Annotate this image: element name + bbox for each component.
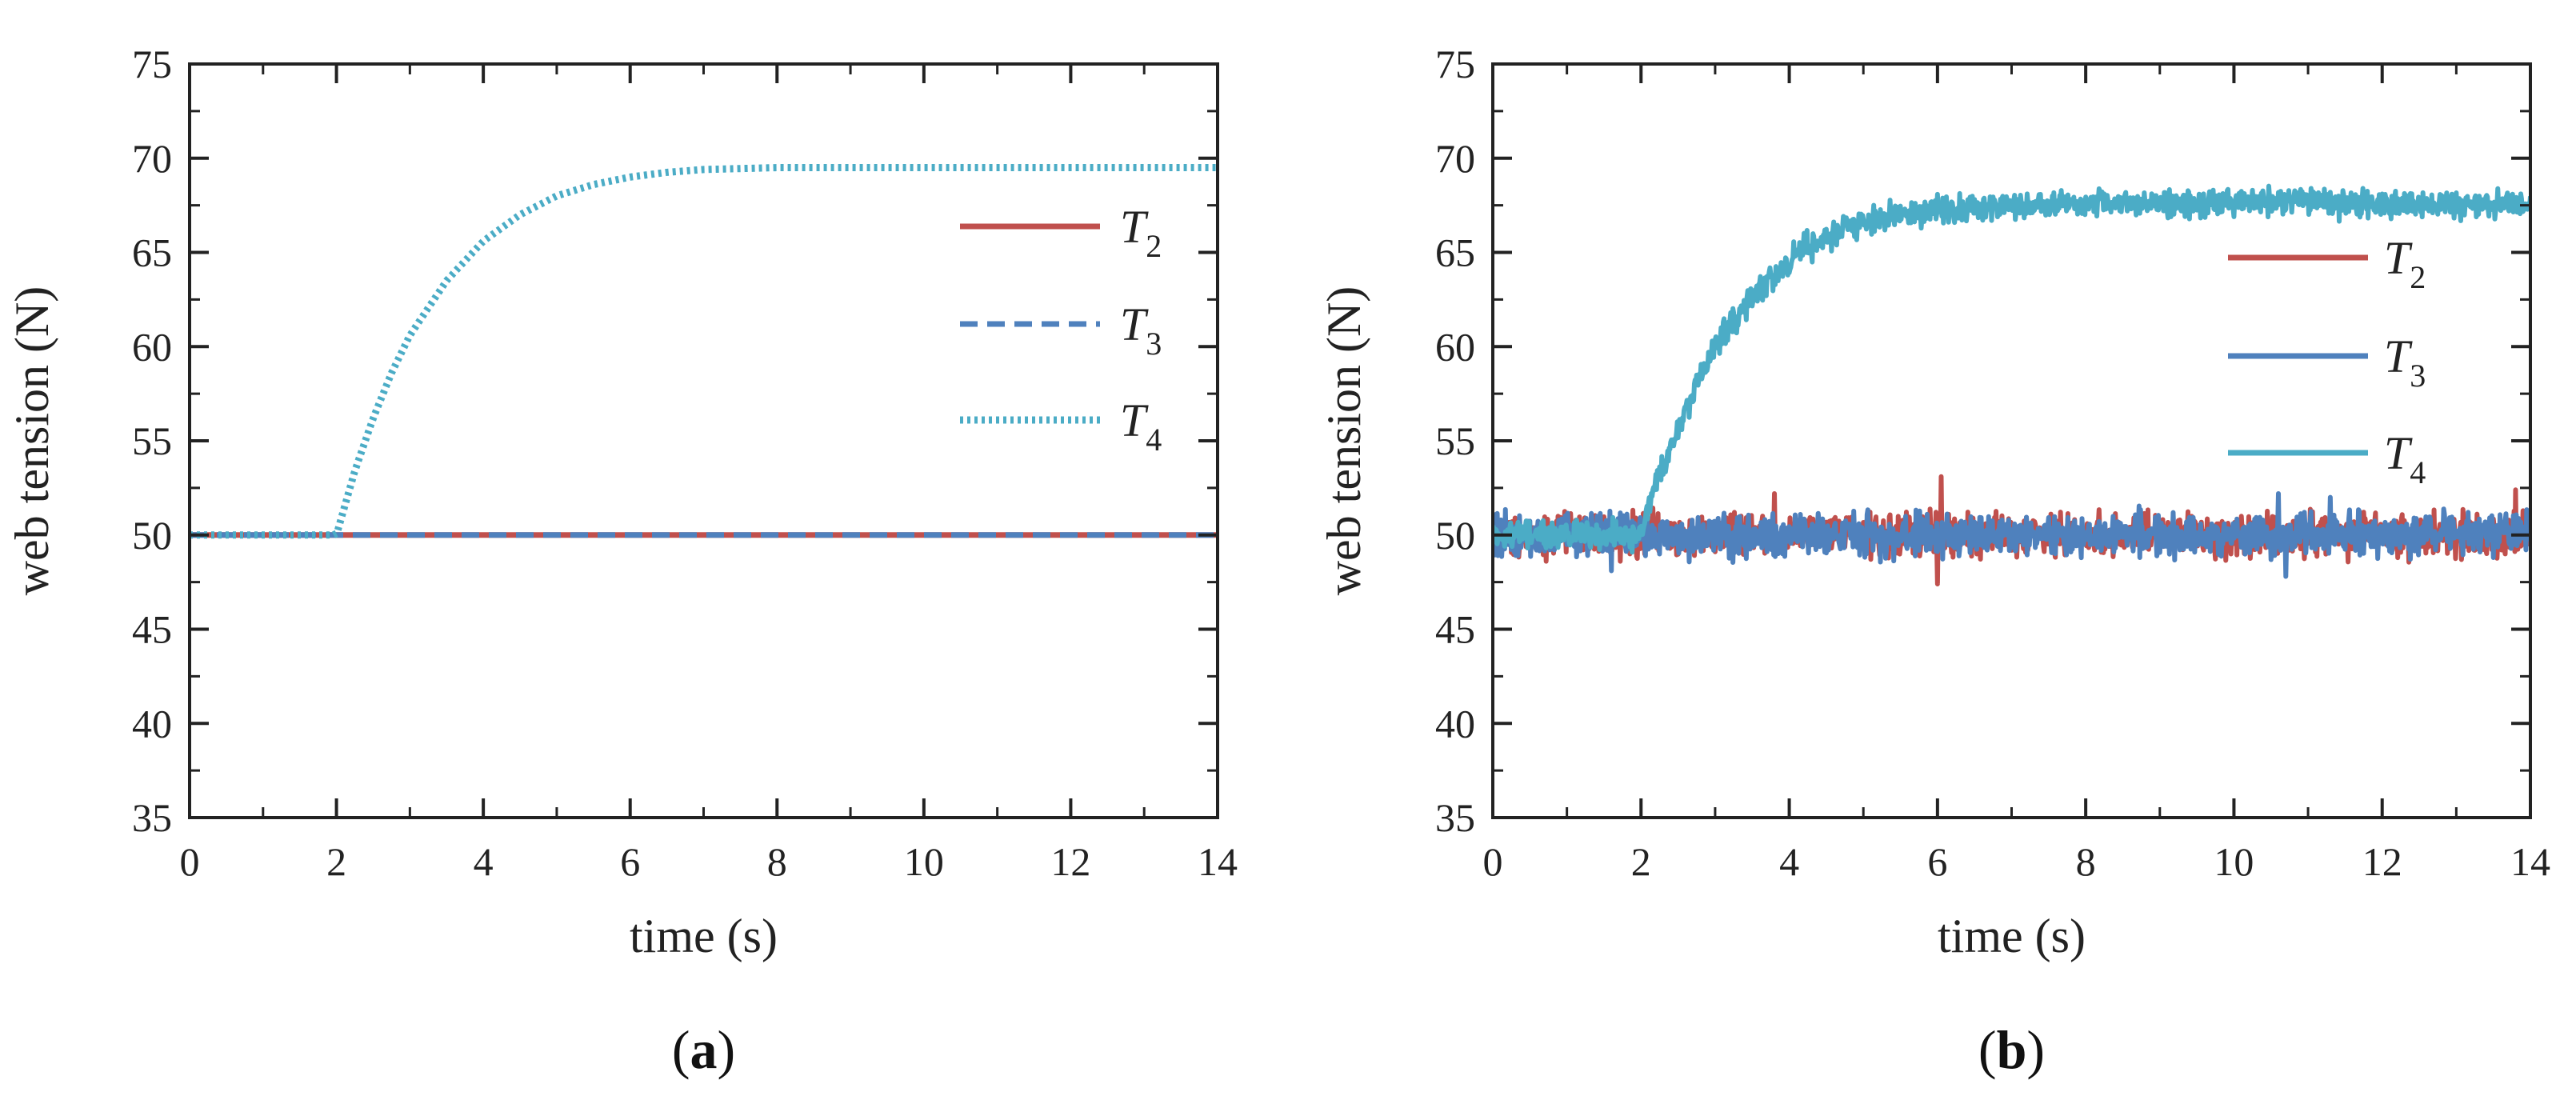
y-tick-label: 50 (1435, 513, 1475, 558)
series-line-T3 (1493, 490, 2530, 579)
legend-label-T2: T2 (1120, 201, 1162, 264)
y-tick-label: 75 (132, 42, 172, 86)
y-tick-label: 75 (1435, 42, 1475, 86)
x-tick-label: 0 (1483, 839, 1503, 884)
chart-panel-b: 0 2 4 6 8 10 12 14 35 40 45 50 55 60 65 70 75 time (s) web… (1318, 42, 2550, 1080)
series-group (190, 164, 1218, 539)
legend-label-subscript: 2 (2410, 259, 2426, 295)
x-tick-label: 2 (326, 839, 346, 884)
y-tick-label: 70 (1435, 136, 1475, 181)
panel-label-open: ( (672, 1019, 690, 1080)
x-tick-label: 8 (2076, 839, 2096, 884)
legend-label-subscript: 3 (2410, 358, 2426, 394)
y-axis-title: web tension (N) (6, 286, 58, 596)
x-axis-title: time (s) (630, 910, 778, 962)
legend-label-main: T (1120, 394, 1149, 446)
x-tick-label: 4 (1779, 839, 1799, 884)
y-tick-label: 45 (132, 607, 172, 652)
panel-label-letter: a (690, 1019, 718, 1080)
x-tick-label: 8 (767, 839, 787, 884)
y-tick-label: 50 (132, 513, 172, 558)
chart-panel-a: 0 2 4 6 8 10 12 14 35 40 45 50 55 60 65 70 75 time (s) web… (6, 42, 1238, 1080)
y-tick-label: 60 (1435, 324, 1475, 369)
y-tick-label: 65 (132, 230, 172, 275)
panel-label: (a) (672, 1019, 735, 1080)
legend-label-main: T (1120, 201, 1149, 253)
y-tick-label: 55 (132, 418, 172, 463)
panel-label: (b) (1978, 1019, 2045, 1080)
legend-label-T2: T2 (2384, 232, 2426, 295)
y-tick-label: 55 (1435, 418, 1475, 463)
panel-label-close: ) (2026, 1019, 2045, 1080)
legend-label-T3: T3 (1120, 298, 1162, 362)
x-tick-label: 10 (2214, 839, 2254, 884)
legend-label-subscript: 2 (1146, 228, 1162, 264)
legend-label-main: T (1120, 298, 1149, 350)
x-tick-label: 14 (1198, 839, 1238, 884)
x-tick-label: 14 (2510, 839, 2550, 884)
legend-label-T4: T4 (2384, 427, 2426, 490)
series-line-T4 (190, 164, 1218, 539)
y-tick-label: 65 (1435, 230, 1475, 275)
x-tick-label: 6 (1927, 839, 1947, 884)
y-tick-label: 45 (1435, 607, 1475, 652)
legend-label-T3: T3 (2384, 330, 2426, 394)
x-tick-label: 10 (904, 839, 944, 884)
x-tick-label: 4 (474, 839, 494, 884)
y-tick-label: 60 (132, 324, 172, 369)
x-tick-label: 2 (1631, 839, 1651, 884)
y-tick-label: 40 (1435, 701, 1475, 746)
x-axis-title: time (s) (1938, 910, 2086, 962)
x-tick-label: 12 (1050, 839, 1090, 884)
y-tick-label: 70 (132, 136, 172, 181)
panel-label-close: ) (718, 1019, 736, 1080)
legend-label-main: T (2384, 232, 2413, 284)
legend-label-T4: T4 (1120, 394, 1162, 458)
plot-frame (1491, 62, 2532, 819)
series-line-T4 (1493, 183, 2530, 555)
series-group (1493, 183, 2530, 586)
panel-label-letter: b (1997, 1019, 2027, 1080)
x-tick-label: 0 (180, 839, 200, 884)
x-tick-label: 6 (620, 839, 640, 884)
x-tick-label: 12 (2362, 839, 2402, 884)
y-tick-label: 35 (1435, 795, 1475, 840)
y-tick-label: 40 (132, 701, 172, 746)
plot-frame (188, 62, 1219, 819)
legend-label-main: T (2384, 330, 2413, 382)
y-axis-title: web tension (N) (1318, 286, 1370, 596)
legend-label-main: T (2384, 427, 2413, 479)
legend-label-subscript: 4 (2410, 454, 2426, 490)
panel-label-open: ( (1978, 1019, 1997, 1080)
legend-label-subscript: 3 (1146, 326, 1162, 362)
legend-label-subscript: 4 (1146, 422, 1162, 458)
y-tick-label: 35 (132, 795, 172, 840)
